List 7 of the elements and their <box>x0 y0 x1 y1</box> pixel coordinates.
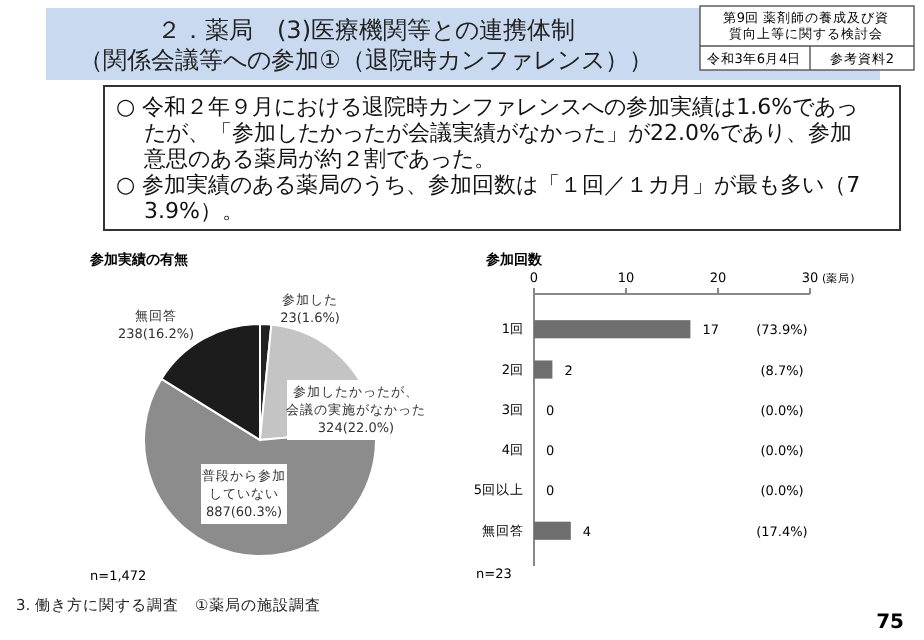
text: 75 <box>876 612 905 634</box>
text: ○ 令和２年９月における退院時カンファレンスへの参加実績は1.6%であったが、「参加したかったが会議実績がなかった」が22.0%であり、参加意思のある薬局が約２割であった。 <box>116 94 859 172</box>
text: ○ 参加実績のある薬局のうち、参加回数は「１回／１カ月」が最も多い（73.9%）。 <box>116 172 861 224</box>
text: ２．薬局 (3)医療機関等との連携体制（関係会議等への参加①（退院時カンファレンス）） <box>79 16 653 74</box>
bar <box>534 521 571 540</box>
bar <box>534 320 691 339</box>
bar <box>534 360 553 379</box>
